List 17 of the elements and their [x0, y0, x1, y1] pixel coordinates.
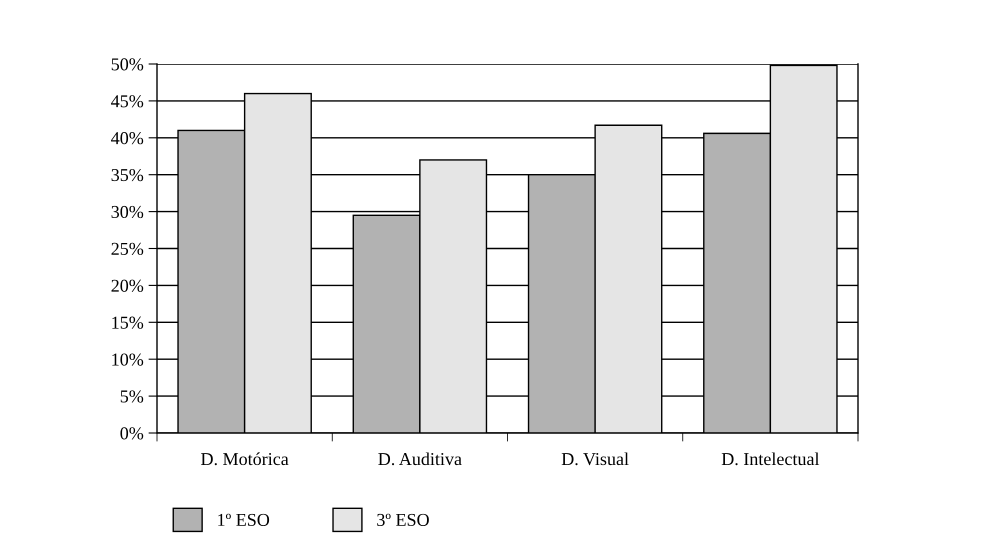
y-tick-label: 25%: [112, 242, 144, 255]
legend-label: 1º ESO: [218, 514, 270, 526]
y-tick-label: 40%: [111, 132, 144, 144]
y-tick-label: 5%: [120, 390, 144, 403]
y-tick-label: 35%: [112, 168, 144, 182]
y-tick-label: 20%: [112, 280, 144, 292]
x-tick-label: D. Motórica: [201, 452, 288, 466]
y-tick-label: 30%: [112, 206, 144, 218]
y-tick-label: 0%: [120, 427, 144, 440]
x-tick-label: D. Auditiva: [378, 452, 462, 466]
legend-label: 3º ESO: [377, 514, 429, 526]
y-tick-label: 15%: [112, 316, 144, 329]
x-tick-label: D. Intelectual: [722, 452, 820, 466]
y-tick-label: 45%: [111, 95, 144, 108]
x-tick-label: D. Visual: [562, 452, 629, 466]
y-tick-label: 10%: [112, 353, 144, 366]
y-tick-label: 50%: [112, 58, 144, 70]
